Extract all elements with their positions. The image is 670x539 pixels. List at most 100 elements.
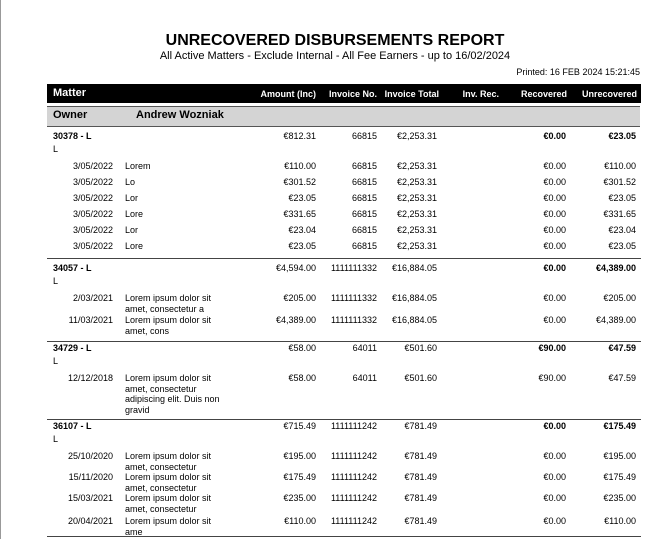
- column-header: Amount (Inc): [260, 89, 317, 99]
- row-value: €2,253.31: [396, 177, 437, 187]
- row-date: 3/05/2022: [72, 241, 113, 251]
- row-value: 64011: [352, 373, 377, 383]
- row-value: €175.49: [283, 472, 316, 482]
- row-value: €175.49: [603, 472, 636, 482]
- row-value: €23.05: [288, 193, 316, 203]
- row-value: 66815: [351, 193, 377, 203]
- row-description: Lore: [125, 209, 144, 219]
- row-value: 1111111242: [330, 516, 377, 526]
- column-header: Invoice No.: [328, 89, 377, 99]
- row-value: €0.00: [543, 209, 566, 219]
- column-header: Matter: [53, 87, 87, 99]
- row-value: 1111111332: [330, 293, 377, 303]
- row-value: €781.49: [404, 472, 437, 482]
- row-value: €0.00: [543, 161, 566, 171]
- row-value: 1111111242: [330, 451, 377, 461]
- row-date: 3/05/2022: [72, 193, 113, 203]
- matter-sub: L: [53, 356, 59, 366]
- matter-unrecovered: €23.05: [608, 131, 636, 141]
- row-value: €90.00: [538, 373, 566, 383]
- row-value: 1111111242: [330, 472, 377, 482]
- row-value: €0.00: [543, 472, 566, 482]
- row-value: €23.05: [288, 241, 316, 251]
- row-value: €205.00: [603, 293, 636, 303]
- row-description: Lorem ipsum dolor sit amet, consectetur: [125, 451, 212, 472]
- report-subtitle: All Active Matters - Exclude Internal - …: [159, 50, 511, 62]
- row-value: €110.00: [604, 516, 636, 526]
- row-date: 11/03/2021: [68, 315, 113, 325]
- matter-unrecovered: €47.59: [608, 343, 636, 353]
- row-value: €0.00: [543, 193, 566, 203]
- row-value: €195.00: [603, 451, 636, 461]
- matter-recovered: €0.00: [543, 421, 566, 431]
- matter-recovered: €0.00: [543, 131, 566, 141]
- row-value: €0.00: [543, 177, 566, 187]
- row-description: Lor: [125, 225, 139, 235]
- owner-name: Andrew Wozniak: [136, 109, 224, 121]
- separator: [47, 536, 641, 537]
- row-description: Lore: [125, 241, 144, 251]
- row-value: €195.00: [283, 451, 316, 461]
- matter-id: 34057 - L: [53, 263, 92, 273]
- row-value: €235.00: [283, 493, 316, 503]
- row-value: €0.00: [543, 225, 566, 235]
- matter-amount: €4,594.00: [275, 263, 316, 273]
- row-value: €2,253.31: [396, 161, 437, 171]
- column-header: Invoice Total: [384, 89, 439, 99]
- row-value: €4,389.00: [275, 315, 316, 325]
- matter-amount: €812.31: [283, 131, 316, 141]
- matter-sub: L: [53, 276, 59, 286]
- separator: [47, 341, 641, 342]
- row-description: Lorem ipsum dolor sit amet, consectetur: [125, 472, 212, 493]
- matter-recovered: €90.00: [538, 343, 566, 353]
- row-value: €301.52: [603, 177, 636, 187]
- row-date: 3/05/2022: [72, 225, 113, 235]
- row-value: €235.00: [603, 493, 636, 503]
- row-value: €23.05: [608, 193, 636, 203]
- row-description: Lorem ipsum dolor sit amet, consectetur: [125, 493, 212, 514]
- row-description: Lorem: [125, 161, 151, 171]
- row-date: 15/11/2020: [68, 472, 113, 482]
- row-description: Lorem ipsum dolor sit ame: [125, 516, 212, 537]
- matter-amount: €58.00: [288, 343, 316, 353]
- matter-amount: €715.49: [283, 421, 316, 431]
- row-value: €2,253.31: [396, 225, 437, 235]
- row-date: 20/04/2021: [67, 516, 113, 526]
- row-date: 2/03/2021: [72, 293, 113, 303]
- row-value: 66815: [351, 225, 377, 235]
- matter-invoice-no: 1111111332: [330, 263, 377, 273]
- row-value: €110.00: [284, 161, 316, 171]
- separator: [47, 258, 641, 259]
- matter-invoice-no: 66815: [351, 131, 377, 141]
- row-value: €23.04: [288, 225, 316, 235]
- column-header: Unrecovered: [581, 89, 637, 99]
- row-value: €47.59: [608, 373, 636, 383]
- row-value: 66815: [351, 161, 377, 171]
- row-value: €4,389.00: [595, 315, 636, 325]
- row-value: €16,884.05: [391, 293, 437, 303]
- row-value: €0.00: [543, 315, 566, 325]
- row-date: 25/10/2020: [67, 451, 113, 461]
- row-date: 3/05/2022: [72, 209, 113, 219]
- row-value: €781.49: [404, 451, 437, 461]
- row-date: 3/05/2022: [72, 177, 113, 187]
- matter-unrecovered: €175.49: [603, 421, 636, 431]
- row-value: €331.65: [283, 209, 316, 219]
- row-value: €301.52: [283, 177, 316, 187]
- row-value: €781.49: [404, 493, 437, 503]
- row-value: 66815: [351, 177, 377, 187]
- row-value: 66815: [351, 209, 377, 219]
- matter-sub: L: [53, 434, 59, 444]
- printed-date: Printed: 16 FEB 2024 15:21:45: [516, 67, 640, 77]
- row-value: €58.00: [288, 373, 316, 383]
- row-value: 1111111242: [330, 493, 377, 503]
- header-bar: [47, 84, 641, 103]
- column-header: Recovered: [520, 89, 567, 99]
- row-value: €331.65: [603, 209, 636, 219]
- matter-invoice-no: 1111111242: [330, 421, 377, 431]
- row-value: €23.04: [608, 225, 636, 235]
- owner-label: Owner: [53, 109, 88, 121]
- separator: [47, 419, 641, 420]
- matter-invoice-total: €16,884.05: [391, 263, 437, 273]
- report-title: UNRECOVERED DISBURSEMENTS REPORT: [165, 32, 505, 49]
